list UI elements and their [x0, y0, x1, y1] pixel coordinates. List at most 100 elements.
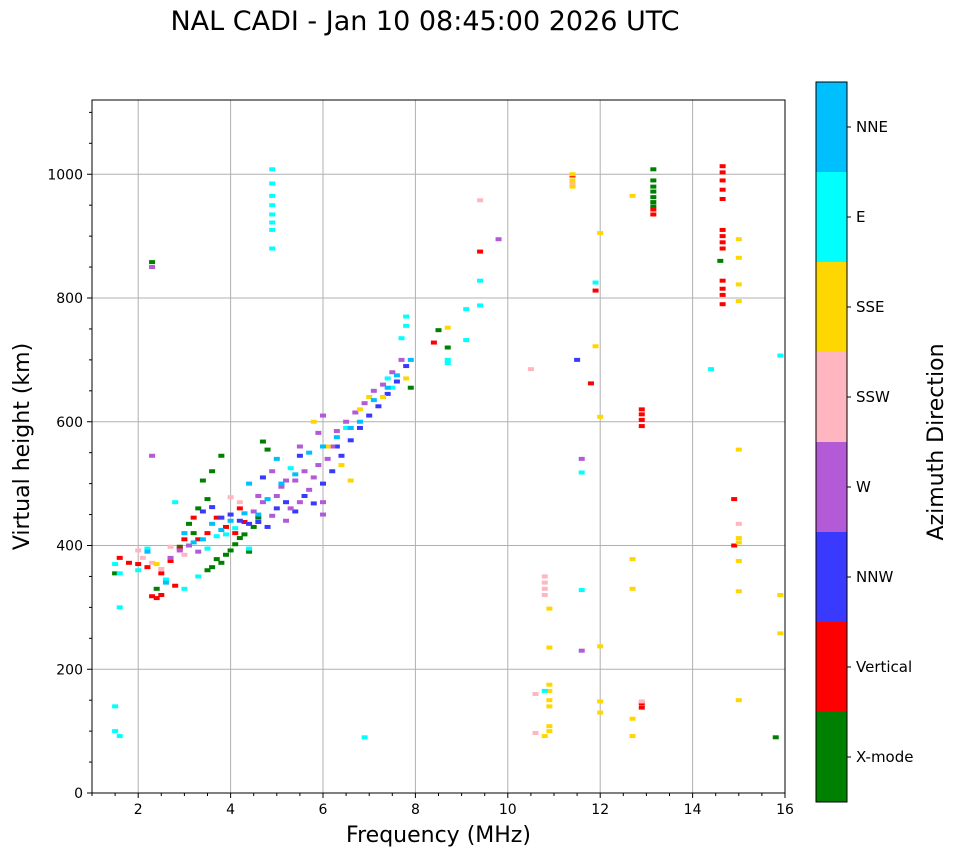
data-point-sse: [735, 282, 742, 287]
data-point-sse: [629, 734, 636, 739]
data-point-vertical: [222, 524, 229, 529]
data-point-vertical: [719, 302, 726, 307]
data-point-nnw: [283, 500, 290, 505]
colorbar-segment-x-mode: [816, 712, 847, 802]
data-point-sse: [546, 704, 553, 709]
data-point-w: [149, 265, 156, 270]
data-point-vertical: [719, 178, 726, 183]
data-point-w: [287, 506, 294, 511]
data-point-vertical: [719, 278, 726, 283]
colorbar-segment-ssw: [816, 352, 847, 442]
data-point-nne: [190, 540, 197, 545]
data-point-ssw: [167, 544, 174, 549]
data-point-x-mode: [241, 532, 248, 537]
data-point-e: [162, 577, 169, 582]
data-point-sse: [735, 447, 742, 452]
data-point-x-mode: [259, 439, 266, 444]
data-point-nne: [273, 456, 280, 461]
data-point-e: [246, 546, 253, 551]
data-point-e: [463, 307, 470, 312]
data-point-sse: [153, 562, 160, 567]
colorbar-tick-label: SSW: [856, 388, 890, 406]
data-point-w: [296, 500, 303, 505]
data-point-e: [269, 246, 276, 251]
data-point-e: [287, 466, 294, 471]
data-point-x-mode: [199, 478, 206, 483]
data-point-sse: [735, 237, 742, 242]
data-point-nne: [199, 537, 206, 542]
data-point-ssw: [532, 692, 539, 696]
data-point-nnw: [264, 524, 271, 529]
data-point-vertical: [650, 212, 657, 217]
data-point-ssw: [532, 730, 539, 735]
data-point-x-mode: [149, 260, 156, 265]
data-point-x-mode: [186, 521, 193, 526]
data-point-vertical: [719, 246, 726, 251]
data-point-nnw: [301, 494, 308, 498]
data-point-ssw: [158, 567, 165, 572]
data-point-sse: [546, 729, 553, 734]
colorbar-tick-label: W: [856, 478, 871, 496]
data-point-w: [320, 512, 326, 517]
data-point-w: [306, 487, 313, 492]
data-point-sse: [735, 536, 742, 541]
data-point-vertical: [719, 234, 726, 239]
data-point-w: [195, 549, 202, 554]
data-point-w: [324, 456, 331, 461]
data-point-ssw: [541, 586, 548, 591]
data-point-w: [292, 478, 299, 483]
colorbar-label: Azimuth Direction: [924, 343, 949, 540]
data-point-sse: [546, 606, 553, 611]
data-point-e: [269, 212, 276, 217]
data-point-x-mode: [190, 531, 197, 536]
colorbar-tick-label: E: [856, 208, 865, 226]
data-point-sse: [324, 444, 331, 449]
data-point-vertical: [158, 593, 165, 597]
data-point-e: [578, 588, 585, 593]
data-point-ssw: [477, 198, 484, 203]
data-point-x-mode: [650, 184, 657, 189]
x-tick-label: 14: [684, 802, 702, 818]
data-point-e: [592, 280, 599, 285]
data-point-e: [232, 526, 239, 531]
data-point-w: [167, 555, 174, 560]
data-point-sse: [735, 255, 742, 260]
data-point-nnw: [292, 509, 299, 514]
data-point-nne: [306, 450, 313, 455]
data-point-ssw: [541, 574, 548, 579]
data-point-vertical: [638, 412, 645, 417]
data-point-vertical: [172, 583, 179, 588]
data-point-x-mode: [717, 258, 724, 263]
data-point-nne: [292, 472, 299, 477]
data-point-e: [403, 314, 410, 319]
plot-background: [92, 100, 785, 793]
data-point-vertical: [125, 560, 132, 565]
data-point-e: [708, 367, 715, 372]
data-point-nnw: [296, 453, 303, 458]
data-point-vertical: [190, 515, 197, 520]
data-marks: [112, 164, 784, 740]
data-point-nne: [393, 373, 400, 378]
data-point-e: [116, 571, 123, 576]
data-point-vertical: [149, 594, 156, 599]
data-point-sse: [735, 558, 742, 563]
data-point-nnw: [236, 518, 243, 523]
data-point-x-mode: [650, 189, 657, 194]
data-point-w: [273, 494, 280, 498]
data-point-sse: [546, 724, 553, 729]
data-point-x-mode: [236, 536, 243, 541]
data-point-ssw: [638, 699, 645, 704]
data-point-sse: [629, 586, 636, 591]
data-point-nnw: [356, 425, 363, 430]
data-point-sse: [735, 299, 742, 304]
data-point-sse: [629, 716, 636, 721]
data-point-nnw: [255, 519, 262, 524]
data-point-nnw: [320, 481, 326, 486]
data-point-nne: [347, 425, 354, 430]
data-point-w: [398, 357, 405, 362]
data-point-e: [144, 546, 151, 551]
data-point-vertical: [116, 555, 123, 560]
data-point-nne: [264, 497, 271, 502]
data-point-nnw: [310, 501, 317, 506]
data-point-x-mode: [227, 548, 234, 553]
